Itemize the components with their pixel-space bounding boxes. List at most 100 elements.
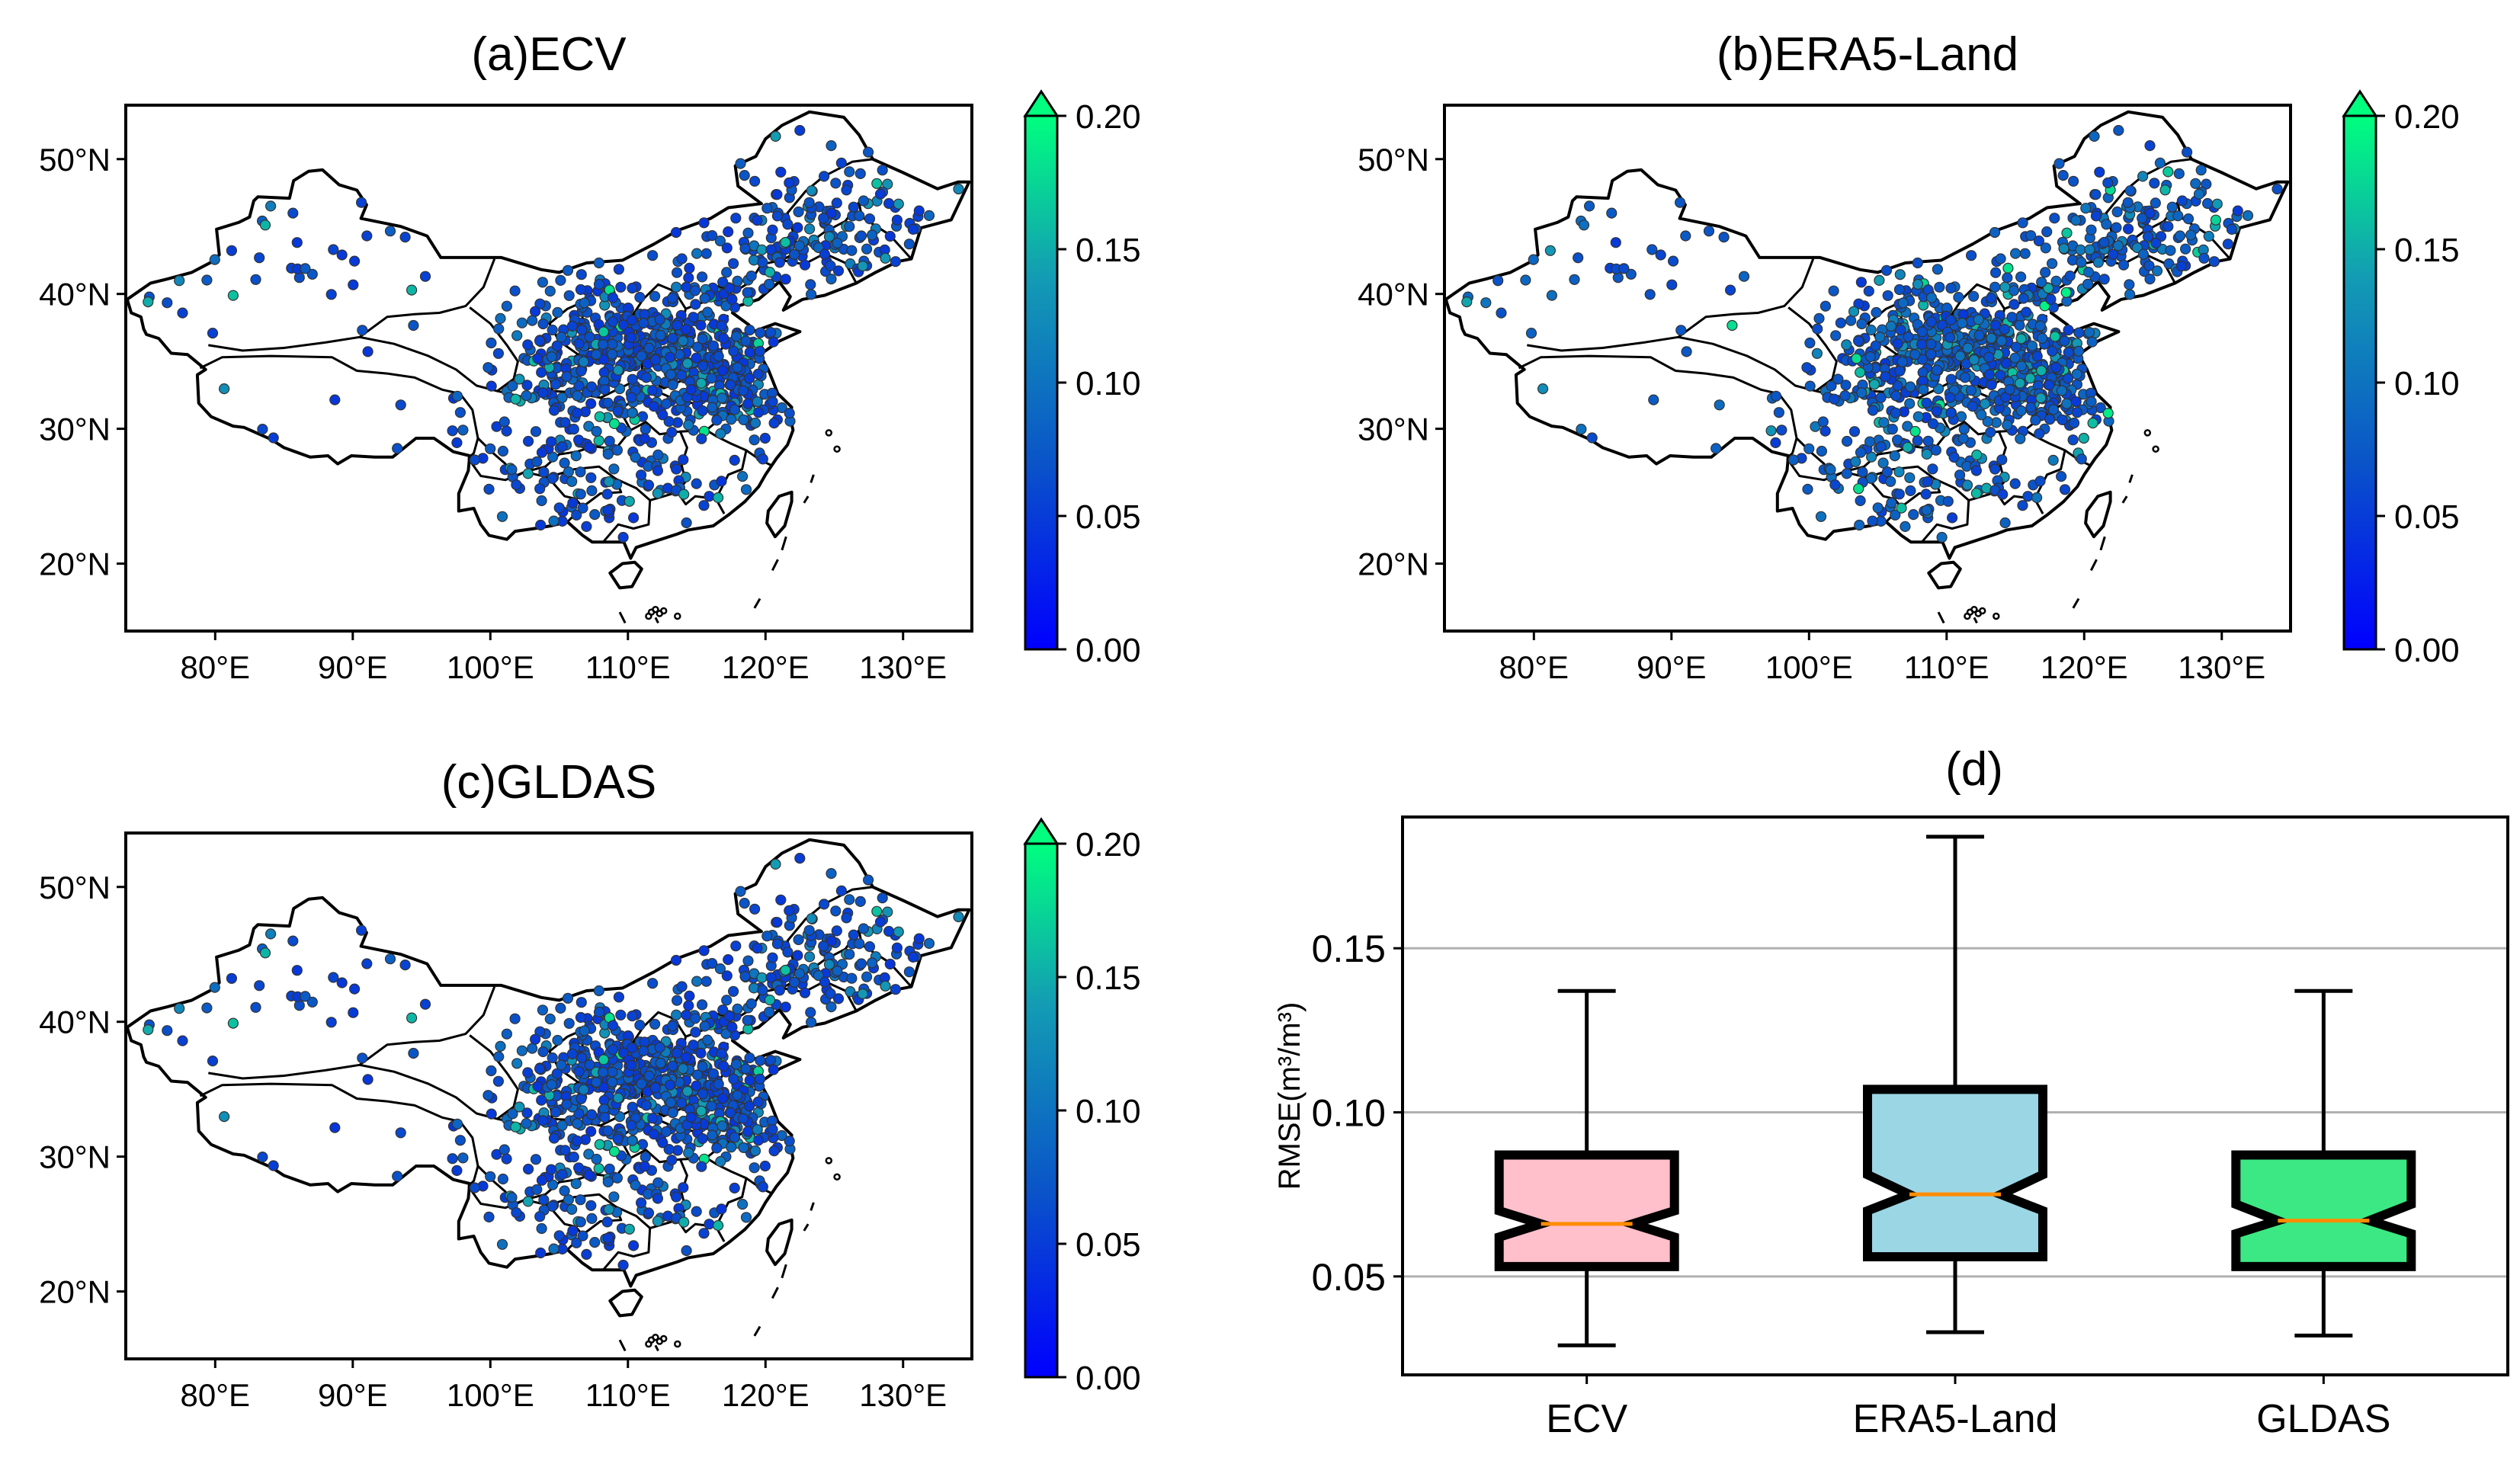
station-point	[2087, 417, 2098, 429]
station-point	[1920, 489, 1932, 500]
station-point	[1961, 479, 1973, 491]
station-point	[601, 489, 613, 500]
station-point	[2015, 271, 2027, 283]
station-point	[607, 1066, 618, 1078]
station-point	[1496, 307, 1507, 319]
station-point	[486, 380, 497, 392]
station-point	[527, 315, 538, 326]
lon-tick-label: 120°E	[2041, 649, 2128, 685]
station-point	[1816, 445, 1827, 457]
station-point	[2163, 221, 2174, 232]
station-point	[671, 1047, 683, 1059]
station-point	[677, 1063, 689, 1075]
station-point	[1842, 435, 1853, 447]
station-point	[848, 201, 859, 213]
station-point	[552, 306, 563, 319]
lon-tick-label: 100°E	[1765, 649, 1853, 685]
boxplot-boxes	[1494, 835, 2416, 1347]
station-point	[626, 332, 637, 343]
station-point	[1902, 421, 1913, 432]
station-point	[257, 1151, 268, 1163]
station-point	[752, 1096, 764, 1108]
station-point	[624, 1223, 635, 1235]
station-point	[2031, 492, 2043, 504]
station-point	[209, 982, 220, 993]
station-point	[548, 405, 560, 416]
station-point	[697, 1061, 708, 1072]
station-point	[2021, 306, 2032, 318]
station-point	[1848, 426, 1861, 437]
station-point	[1892, 434, 1903, 446]
station-point	[866, 229, 878, 241]
station-point	[689, 285, 701, 296]
taiwan-outline	[765, 1218, 794, 1267]
station-point	[723, 283, 736, 294]
station-point	[492, 1075, 505, 1087]
station-point	[749, 434, 760, 446]
station-point	[1995, 370, 2006, 381]
station-point	[717, 277, 729, 288]
station-point	[1954, 469, 1966, 481]
x-tick-label: ECV	[1546, 1397, 1627, 1441]
station-point	[207, 1055, 219, 1067]
map-a-frame	[124, 104, 973, 633]
station-point	[1878, 417, 1890, 428]
station-point	[726, 414, 737, 425]
station-point	[862, 146, 874, 158]
station-point	[602, 448, 614, 460]
station-point	[593, 985, 604, 997]
station-point	[608, 418, 620, 430]
islet	[645, 1340, 652, 1348]
station-point	[678, 489, 690, 500]
station-point	[559, 1145, 571, 1156]
station-point	[593, 1006, 605, 1018]
station-point	[826, 867, 837, 879]
station-point	[803, 924, 815, 936]
station-point	[578, 356, 589, 367]
station-point	[2092, 257, 2104, 268]
station-point	[1922, 476, 1933, 488]
islet	[833, 1173, 841, 1181]
station-point	[572, 1118, 583, 1129]
station-point	[640, 1100, 652, 1111]
station-point	[2154, 157, 2166, 168]
station-point	[2137, 213, 2148, 224]
station-point	[2208, 256, 2220, 268]
station-point	[555, 1002, 566, 1014]
station-point	[715, 1155, 726, 1168]
station-point	[1576, 423, 1587, 435]
station-point	[384, 953, 396, 965]
station-point	[727, 258, 739, 269]
station-point	[2102, 177, 2114, 188]
station-point	[805, 1017, 817, 1028]
station-point	[903, 239, 915, 250]
station-point	[707, 402, 718, 413]
box-ecv	[1494, 988, 1679, 1347]
station-point	[2030, 415, 2041, 426]
station-point	[737, 385, 749, 396]
station-point	[2086, 336, 2098, 348]
station-point	[681, 357, 694, 369]
station-point	[556, 392, 568, 403]
station-point	[604, 435, 615, 447]
station-point	[2122, 197, 2134, 208]
station-point	[509, 285, 521, 296]
station-point	[2031, 351, 2043, 362]
station-point	[684, 990, 695, 1002]
station-point	[636, 351, 647, 362]
station-point	[691, 341, 704, 353]
station-point	[826, 935, 837, 947]
station-point	[784, 407, 795, 419]
station-point	[721, 267, 733, 278]
station-point	[594, 1139, 605, 1150]
station-point	[780, 964, 791, 976]
station-point	[2090, 189, 2102, 200]
station-point	[806, 913, 817, 924]
station-point	[2040, 242, 2051, 254]
station-point	[2059, 335, 2070, 347]
station-point	[2084, 244, 2095, 255]
station-point	[752, 942, 763, 954]
station-point	[707, 1129, 718, 1141]
station-point	[648, 1128, 659, 1140]
station-point	[871, 905, 883, 917]
